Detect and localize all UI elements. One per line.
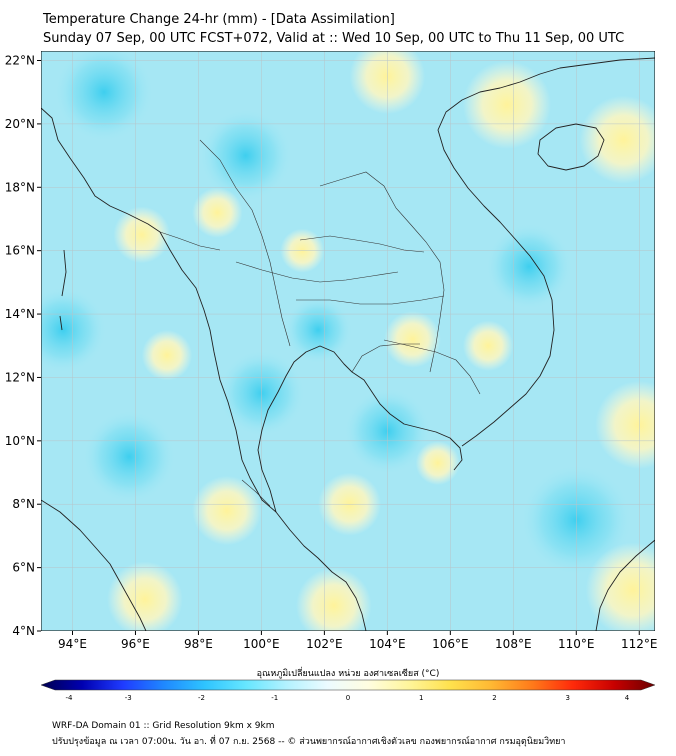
model-info: WRF-DA Domain 01 :: Grid Resolution 9km … [52, 721, 275, 731]
lon-tick-label: 98°E [184, 637, 213, 651]
lon-tick-label: 96°E [121, 637, 150, 651]
cool-anomaly-layer [41, 51, 633, 577]
colorbar-tick-label: -3 [125, 694, 132, 702]
lat-tick-label: 10°N [5, 434, 35, 448]
cool-patch-7 [484, 222, 574, 311]
warm-anomaly-layer [107, 51, 655, 631]
colorbar-tick-label: 3 [566, 694, 570, 702]
gulf-of-thailand-coast [257, 345, 463, 513]
cool-patch-0 [53, 51, 155, 143]
colorbar-tick-label: -4 [66, 694, 74, 702]
warm-patch-4 [579, 95, 655, 184]
map-area [41, 51, 655, 631]
warm-patch-9 [192, 475, 262, 546]
lon-tick-label: 106°E [432, 637, 469, 651]
cool-patch-1 [198, 108, 293, 203]
colorbar-tick-label: -1 [271, 694, 278, 702]
colorbar-tick-label: 2 [492, 694, 496, 702]
map-subtitle: Sunday 07 Sep, 00 UTC FCST+072, Valid at… [43, 31, 625, 46]
colorbar-tick-label: 0 [346, 694, 350, 702]
warm-patch-1 [192, 187, 243, 238]
colorbar: อุณหภูมิเปลี่ยนแปลง หน่วย องศาเซลเซียส (… [40, 666, 656, 702]
sumatra-coast [41, 499, 147, 631]
warm-patch-15 [141, 330, 193, 381]
colorbar-tick-label: 1 [419, 694, 423, 702]
warm-patch-8 [585, 542, 655, 631]
lon-tick-label: 94°E [58, 637, 87, 651]
borneo-coast [595, 539, 655, 631]
lon-tick-label: 108°E [495, 637, 532, 651]
lat-tick-label: 20°N [5, 117, 35, 131]
hainan-island [537, 123, 605, 171]
lon-tick-label: 110°E [558, 637, 595, 651]
warm-patch-0 [113, 206, 171, 264]
warm-patch-3 [462, 60, 552, 149]
credit-line: ปรับปรุงข้อมูล ณ เวลา 07:00น. วัน อา. ที… [52, 737, 566, 747]
mainland-coast [41, 107, 367, 631]
colorbar-ticks: -4 -3 -2 -1 0 1 2 3 4 [66, 694, 630, 702]
lat-tick-label: 22°N [5, 54, 35, 68]
warm-patch-7 [595, 380, 655, 470]
country-borders [159, 139, 481, 507]
lat-tick-label: 6°N [12, 561, 35, 575]
indochina-east-coast [437, 57, 655, 447]
warm-patch-6 [462, 320, 514, 371]
warm-patch-10 [107, 561, 183, 631]
warm-patch-12 [296, 567, 372, 631]
lat-tick-label: 16°N [5, 244, 35, 258]
axis-ticks: 94°E 96°E 98°E 100°E 102°E 104°E 106°E 108°E 110… [5, 54, 658, 651]
cool-patch-2 [41, 285, 108, 374]
cool-patch-8 [283, 295, 353, 365]
warm-patch-5 [384, 311, 441, 368]
lat-tick-label: 12°N [5, 370, 35, 384]
andaman-islands [59, 249, 67, 331]
lat-tick-label: 8°N [12, 497, 35, 511]
lon-tick-label: 100°E [243, 637, 280, 651]
coastlines [41, 57, 655, 631]
lat-tick-label: 18°N [5, 180, 35, 194]
colorbar-ramp [40, 679, 656, 691]
colorbar-tick-label: -2 [198, 694, 205, 702]
warm-patch-13 [415, 440, 460, 486]
colorbar-title: อุณหภูมิเปลี่ยนแปลง หน่วย องศาเซลเซียส (… [257, 666, 440, 679]
colorbar-tick-label: 4 [625, 694, 630, 702]
cool-patch-6 [81, 409, 177, 504]
lon-tick-label: 102°E [306, 637, 343, 651]
map-title: Temperature Change 24-hr (mm) - [Data As… [43, 12, 395, 27]
lat-tick-label: 14°N [5, 307, 35, 321]
lon-tick-label: 112°E [621, 637, 658, 651]
lon-tick-label: 104°E [369, 637, 406, 651]
lat-tick-label: 4°N [12, 624, 35, 638]
lat-lon-grid [41, 51, 655, 631]
